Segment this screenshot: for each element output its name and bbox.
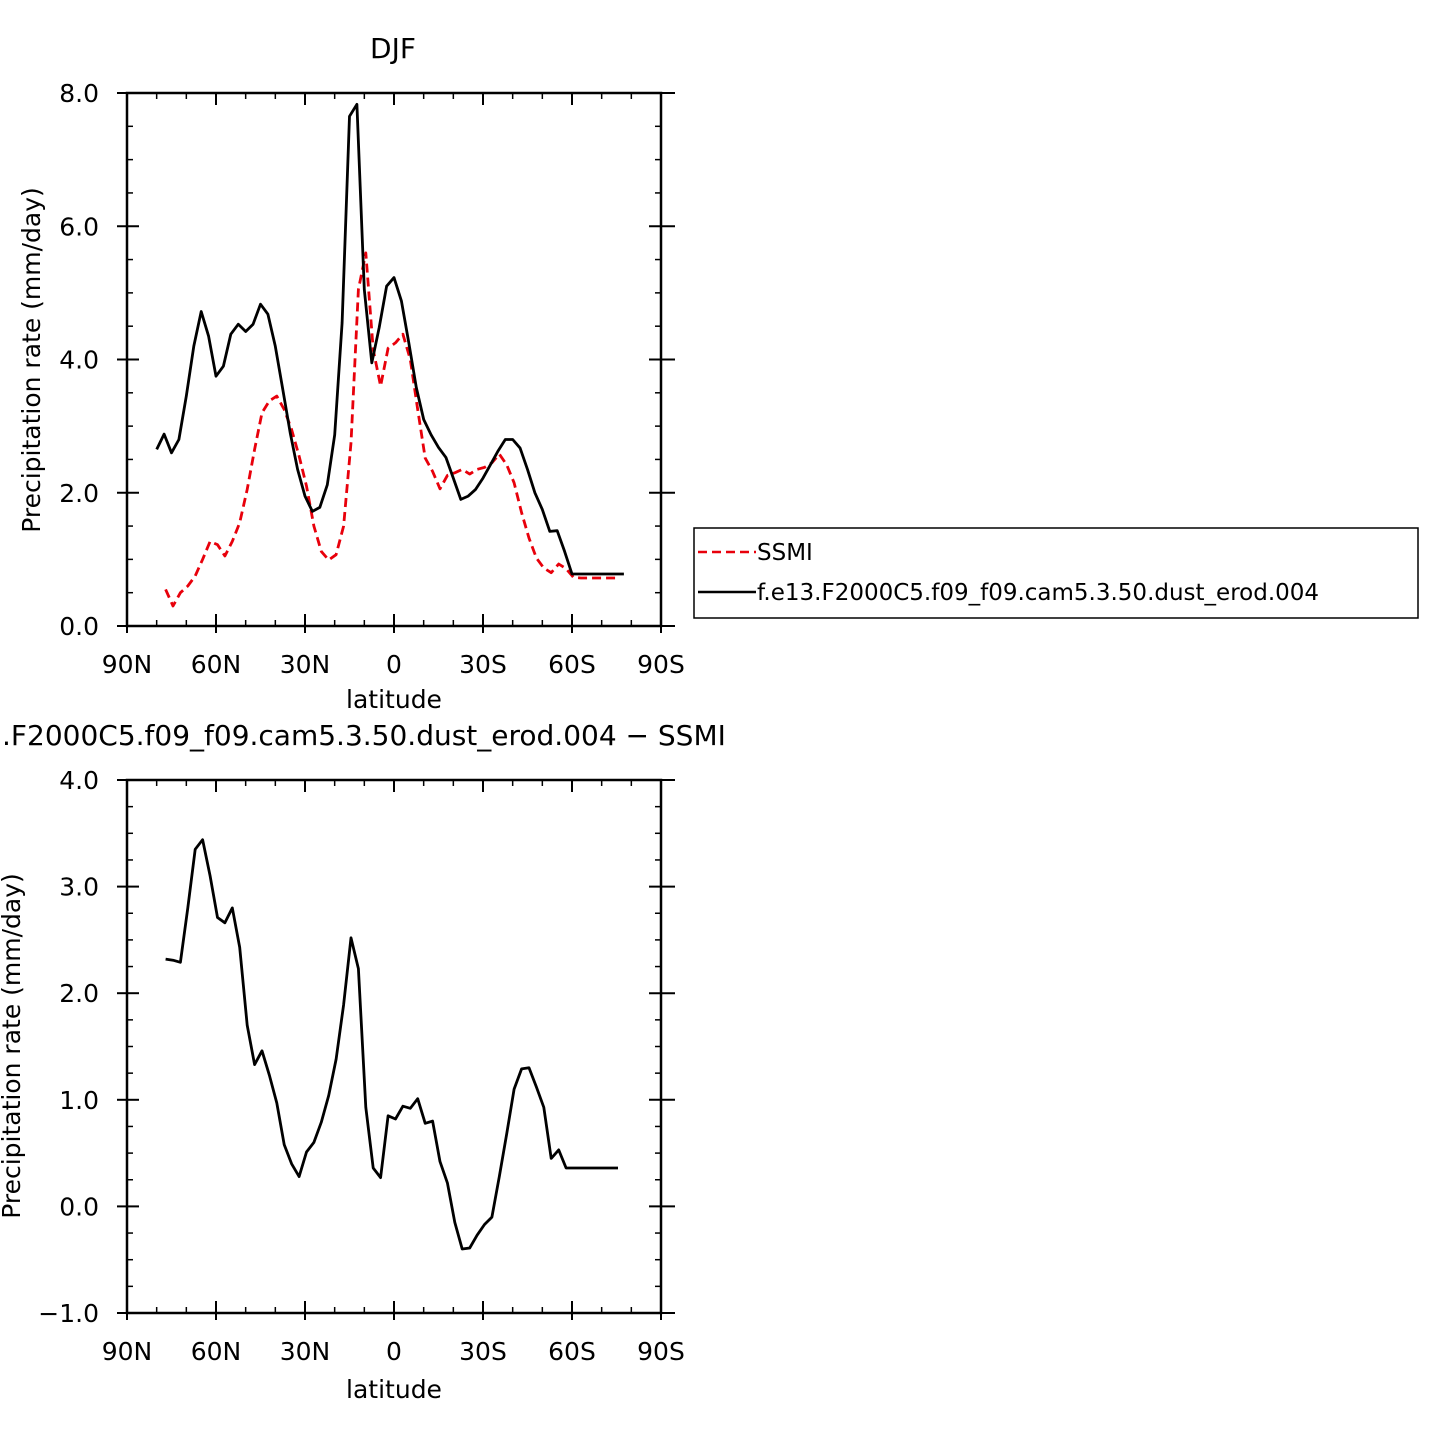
bottom-chart-title: .F2000C5.f09_f09.cam5.3.50.dust_erod.004… <box>2 719 726 752</box>
top-ticks: 90N 60N 30N 0 30S 60S 90S 0.0 2.0 4.0 6.0 8.0 <box>59 79 685 679</box>
bottom-x-tick-label: 60N <box>191 1337 242 1366</box>
top-y-tick-label: 4.0 <box>59 346 99 375</box>
top-chart-title: DJF <box>370 32 416 65</box>
bottom-y-tick-label: 3.0 <box>59 873 99 902</box>
bottom-x-axis-label: latitude <box>346 1375 442 1404</box>
top-series-line-0 <box>164 251 618 608</box>
bottom-series-lines <box>165 838 618 1251</box>
top-x-tick-label: 30S <box>459 650 507 679</box>
bottom-x-tick-label: 90S <box>637 1337 685 1366</box>
top-series-lines <box>155 102 624 608</box>
legend-box <box>693 527 1419 619</box>
legend: SSMI f.e13.F2000C5.f09_f09.cam5.3.50.dus… <box>693 527 1419 619</box>
top-x-tick-label: 0 <box>386 650 402 679</box>
bottom-ticks: 90N 60N 30N 0 30S 60S 90S −1.0 0.0 1.0 2.0 3.0 4.0 <box>38 766 685 1366</box>
top-y-tick-label: 6.0 <box>59 212 99 241</box>
top-x-axis-label: latitude <box>346 685 442 714</box>
top-x-tick-label: 60S <box>548 650 596 679</box>
bottom-y-tick-label: 1.0 <box>59 1086 99 1115</box>
top-y-tick-label: 2.0 <box>59 479 99 508</box>
top-y-tick-label: 0.0 <box>59 612 99 641</box>
top-panel: DJF 90N 60N 30N 0 30S 60S 90S 0.0 2.0 4.0 6.0 8.0 l… <box>17 32 685 714</box>
legend-label-ssmi: SSMI <box>757 540 813 566</box>
bottom-y-axis-label: Precipitation rate (mm/day) <box>0 873 26 1219</box>
bottom-panel: .F2000C5.f09_f09.cam5.3.50.dust_erod.004… <box>0 719 726 1404</box>
bottom-x-tick-label: 0 <box>386 1337 402 1366</box>
top-x-tick-label: 30N <box>280 650 331 679</box>
bottom-y-tick-label: −1.0 <box>38 1299 99 1328</box>
top-y-axis-label: Precipitation rate (mm/day) <box>17 187 46 533</box>
bottom-y-tick-label: 2.0 <box>59 979 99 1008</box>
bottom-y-tick-label: 4.0 <box>59 766 99 795</box>
top-y-tick-label: 8.0 <box>59 79 99 108</box>
bottom-x-tick-label: 30S <box>459 1337 507 1366</box>
bottom-x-tick-label: 90N <box>102 1337 153 1366</box>
top-x-tick-label: 90S <box>637 650 685 679</box>
bottom-x-tick-label: 30N <box>280 1337 331 1366</box>
legend-label-model: f.e13.F2000C5.f09_f09.cam5.3.50.dust_ero… <box>757 580 1319 606</box>
top-series-line-1 <box>155 102 624 576</box>
top-x-tick-label: 90N <box>102 650 153 679</box>
top-x-tick-label: 60N <box>191 650 242 679</box>
bottom-y-tick-label: 0.0 <box>59 1192 99 1221</box>
bottom-series-line-0 <box>165 838 618 1251</box>
bottom-x-tick-label: 60S <box>548 1337 596 1366</box>
